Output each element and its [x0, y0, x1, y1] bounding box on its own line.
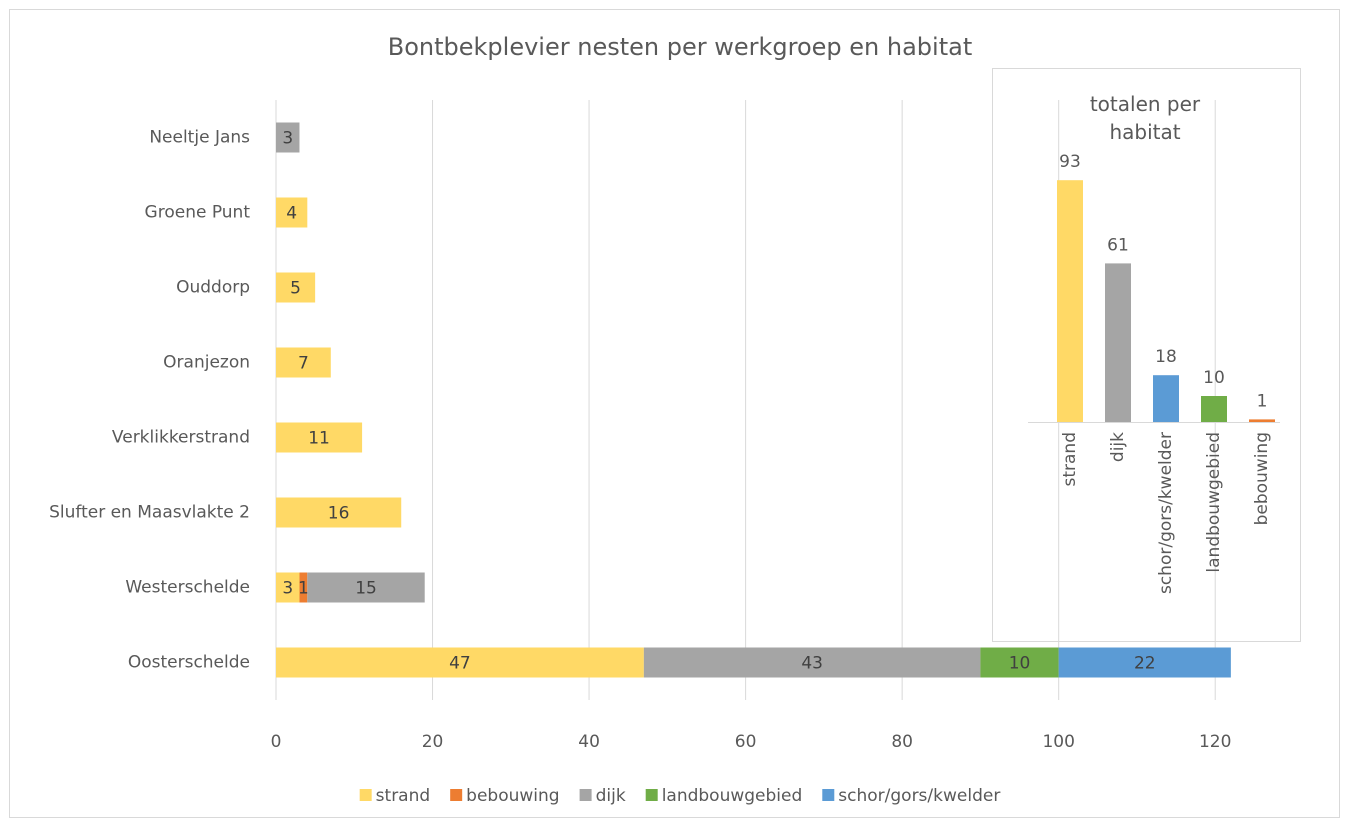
x-tick-label: 100	[1042, 732, 1074, 752]
legend-label: bebouwing	[466, 786, 559, 806]
bar-segment	[1058, 647, 1231, 678]
x-tick-label: 60	[735, 732, 757, 752]
y-tick-label: Groene Punt	[145, 203, 251, 223]
x-tick-label: 120	[1199, 732, 1231, 752]
data-label: 1	[298, 579, 309, 599]
x-tick-label: 80	[891, 732, 913, 752]
data-label: 18	[1155, 347, 1177, 367]
bar	[1105, 263, 1131, 422]
legend-label: landbouwgebied	[662, 786, 803, 806]
data-label: 4	[286, 204, 297, 224]
data-label: 10	[1009, 654, 1031, 674]
data-label: 15	[355, 579, 377, 599]
y-tick-label: Verklikkerstrand	[112, 428, 250, 448]
bar-segment	[276, 572, 300, 603]
y-tick-label: Westerschelde	[125, 578, 250, 598]
legend-label: strand	[376, 786, 431, 806]
bar-segment	[276, 347, 331, 378]
bar	[1153, 375, 1179, 422]
bar-segment	[980, 647, 1059, 678]
data-label: 3	[282, 579, 293, 599]
bar	[1057, 180, 1083, 422]
legend-label: schor/gors/kwelder	[838, 786, 1000, 806]
y-tick-label: Oranjezon	[163, 353, 250, 373]
inset-title: totalen per habitat	[1089, 92, 1201, 144]
y-tick-label: Neeltje Jans	[149, 128, 250, 148]
bar-segment	[276, 197, 308, 228]
bar-segment	[307, 572, 425, 603]
data-label: 22	[1134, 654, 1156, 674]
data-label: 7	[298, 354, 309, 374]
x-tick-label: dijk	[1108, 432, 1128, 462]
data-label: 1	[1257, 391, 1268, 411]
x-tick-label: landbouwgebied	[1204, 432, 1224, 573]
data-label: 10	[1203, 368, 1225, 388]
y-tick-label: Oosterschelde	[128, 653, 250, 673]
bar-segment	[643, 647, 981, 678]
x-tick-label: 40	[578, 732, 600, 752]
legend-label: dijk	[596, 786, 626, 806]
bar-segment	[276, 422, 363, 453]
legend-swatch	[822, 789, 835, 801]
data-label: 5	[290, 279, 301, 299]
chart-title: Bontbekplevier nesten per werkgroep en h…	[388, 33, 972, 61]
x-tick-label: 0	[271, 732, 282, 752]
data-label: 43	[801, 654, 823, 674]
bar-segment	[276, 122, 300, 153]
x-tick-label: schor/gors/kwelder	[1156, 432, 1176, 594]
x-tick-label: 20	[422, 732, 444, 752]
y-tick-label: Slufter en Maasvlakte 2	[49, 503, 250, 523]
data-label: 47	[449, 654, 471, 674]
bar	[1201, 396, 1227, 422]
legend-swatch	[579, 789, 592, 801]
data-label: 11	[308, 429, 330, 449]
data-label: 61	[1107, 235, 1129, 255]
x-tick-label: bebouwing	[1252, 432, 1272, 525]
bar-segment	[299, 572, 308, 603]
bar-segment	[276, 272, 316, 303]
x-tick-label: strand	[1060, 432, 1080, 487]
bar-segment	[276, 497, 402, 528]
legend-swatch	[450, 789, 463, 801]
data-label: 3	[282, 129, 293, 149]
legend-swatch	[359, 789, 372, 801]
data-label: 16	[328, 504, 350, 524]
legend-swatch	[645, 789, 658, 801]
inset-frame	[992, 68, 1301, 642]
y-tick-label: Ouddorp	[176, 278, 250, 298]
bar	[1249, 419, 1275, 422]
data-label: 93	[1059, 152, 1081, 172]
bar-segment	[276, 647, 644, 678]
